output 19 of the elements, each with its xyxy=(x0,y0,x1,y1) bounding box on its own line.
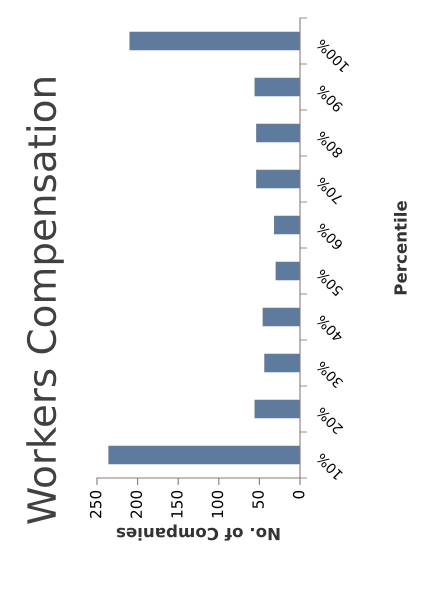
x-tick-label: 150 xyxy=(171,490,183,518)
bar xyxy=(262,308,300,326)
bar xyxy=(254,400,300,418)
bar xyxy=(108,446,300,464)
x-tick-label: 100 xyxy=(212,490,224,518)
x-tick-label: 50 xyxy=(252,490,264,508)
x-tick-label: 250 xyxy=(90,490,102,518)
bar xyxy=(129,32,300,50)
bar xyxy=(276,262,300,280)
bar xyxy=(256,124,300,142)
x-tick-label: 200 xyxy=(130,490,142,518)
y-axis-title: Percentile xyxy=(394,201,407,294)
x-tick-label: 0 xyxy=(292,490,304,499)
bar xyxy=(254,78,300,96)
bar xyxy=(274,216,300,234)
text: Workers Compensation xyxy=(26,78,64,524)
bar xyxy=(264,354,300,372)
x-axis-title: No. of Companies xyxy=(116,524,280,541)
bar xyxy=(256,170,300,188)
